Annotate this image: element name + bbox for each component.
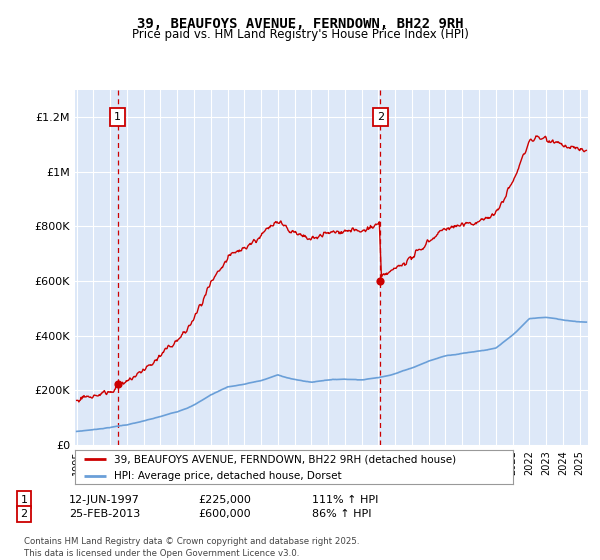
Text: Contains HM Land Registry data © Crown copyright and database right 2025.
This d: Contains HM Land Registry data © Crown c… [24,537,359,558]
Text: 2: 2 [20,509,28,519]
Text: 39, BEAUFOYS AVENUE, FERNDOWN, BH22 9RH: 39, BEAUFOYS AVENUE, FERNDOWN, BH22 9RH [137,16,463,30]
Point [113,379,122,388]
Text: HPI: Average price, detached house, Dorset: HPI: Average price, detached house, Dors… [115,471,342,480]
Text: 12-JUN-1997: 12-JUN-1997 [69,494,140,505]
Point [376,277,385,286]
Text: 39, BEAUFOYS AVENUE, FERNDOWN, BH22 9RH (detached house): 39, BEAUFOYS AVENUE, FERNDOWN, BH22 9RH … [115,454,457,464]
Text: 86% ↑ HPI: 86% ↑ HPI [312,509,371,519]
Text: 1: 1 [20,494,28,505]
Text: 2: 2 [377,112,384,122]
Text: £225,000: £225,000 [198,494,251,505]
Text: Price paid vs. HM Land Registry's House Price Index (HPI): Price paid vs. HM Land Registry's House … [131,28,469,41]
Text: 25-FEB-2013: 25-FEB-2013 [69,509,140,519]
Text: 111% ↑ HPI: 111% ↑ HPI [312,494,379,505]
Text: 1: 1 [114,112,121,122]
Text: £600,000: £600,000 [198,509,251,519]
